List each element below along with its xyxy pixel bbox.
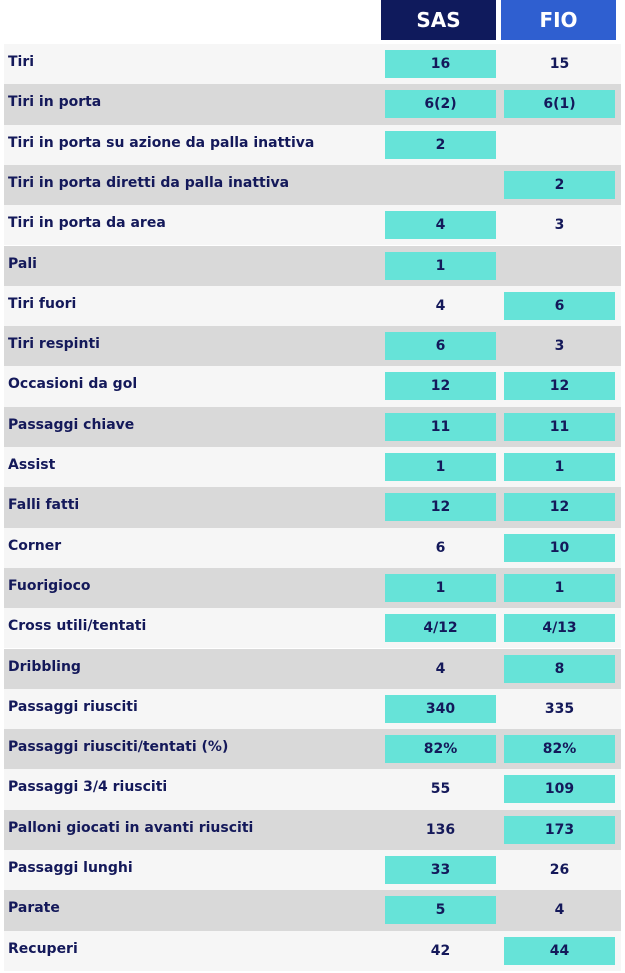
value-cell: 12 (385, 493, 496, 522)
value-cell: 12 (504, 493, 615, 522)
row-label: Tiri in porta da area (8, 215, 166, 232)
header-cell: FIO (501, 0, 616, 40)
value-cell: 335 (544, 700, 575, 717)
row-background (4, 44, 621, 85)
header-cell: SAS (381, 0, 496, 40)
value-cell: 44 (504, 936, 615, 965)
value-cell: 109 (504, 775, 615, 804)
value-cell: 11 (504, 412, 615, 441)
value-cell: 2 (504, 170, 615, 199)
value-cell: 1 (385, 251, 496, 280)
row-label: Palloni giocati in avanti riusciti (8, 819, 254, 836)
row-background (4, 124, 621, 165)
value-cell: 82% (504, 735, 615, 764)
row-label: Passaggi lunghi (8, 860, 133, 876)
value-cell: 16 (385, 50, 496, 78)
value-cell: 4 (435, 660, 446, 677)
value-cell: 4 (385, 211, 496, 240)
value-cell: 4/13 (504, 614, 615, 643)
value-cell: 2 (385, 130, 496, 159)
value-cell: 3 (554, 338, 565, 355)
row-label: Pali (8, 255, 37, 272)
value-cell: 1 (504, 453, 615, 481)
row-label: Assist (8, 457, 56, 473)
value-cell: 11 (385, 412, 496, 441)
row-label: Passaggi 3/4 riusciti (8, 779, 168, 796)
row-label: Tiri (8, 54, 35, 70)
value-cell: 6 (385, 332, 496, 361)
value-cell: 55 (430, 781, 451, 798)
value-cell: 6(1) (504, 90, 615, 119)
value-cell: 6 (435, 539, 446, 556)
row-label: Passaggi chiave (8, 416, 135, 433)
value-cell: 340 (385, 694, 496, 723)
value-cell: 12 (385, 372, 496, 401)
row-background (4, 326, 621, 367)
row-label: Falli fatti (8, 497, 80, 514)
value-cell: 6 (504, 291, 615, 320)
value-cell: 8 (504, 654, 615, 683)
value-cell: 4 (554, 902, 565, 919)
value-cell: 6(2) (385, 90, 496, 119)
row-background (4, 850, 621, 891)
row-label: Recuperi (8, 940, 78, 957)
row-label: Tiri in porta su azione da palla inattiv… (8, 134, 315, 151)
value-cell: 10 (504, 533, 615, 562)
value-cell: 82% (385, 735, 496, 764)
row-label: Cross utili/tentati (8, 618, 147, 635)
row-label: Tiri respinti (8, 336, 100, 353)
row-label: Tiri fuori (8, 295, 77, 312)
row-background (4, 205, 621, 246)
value-cell: 12 (504, 372, 615, 401)
row-label: Occasioni da gol (8, 376, 138, 393)
value-cell: 136 (425, 821, 456, 838)
row-label: Passaggi riusciti (8, 698, 138, 715)
row-label: Parate (8, 900, 60, 917)
value-cell: 5 (385, 896, 496, 925)
value-cell: 4/12 (385, 614, 496, 643)
row-background (4, 245, 621, 286)
value-cell: 33 (385, 856, 496, 884)
row-label: Fuorigioco (8, 577, 91, 594)
value-cell: 3 (554, 217, 565, 234)
value-cell: 1 (385, 573, 496, 602)
row-background (4, 890, 621, 931)
row-label: Corner (8, 537, 62, 554)
value-cell: 173 (504, 815, 615, 844)
value-cell: 4 (435, 297, 446, 314)
value-cell: 15 (549, 56, 570, 72)
value-cell: 42 (430, 942, 451, 959)
row-label: Passaggi riusciti/tentati (%) (8, 739, 229, 756)
value-cell: 26 (549, 862, 570, 878)
row-label: Tiri in porta diretti da palla inattiva (8, 174, 290, 191)
row-label: Tiri in porta (8, 94, 102, 111)
row-background (4, 688, 621, 730)
row-label: Dribbling (8, 658, 81, 675)
value-cell: 1 (504, 573, 615, 602)
value-cell: 1 (385, 453, 496, 481)
